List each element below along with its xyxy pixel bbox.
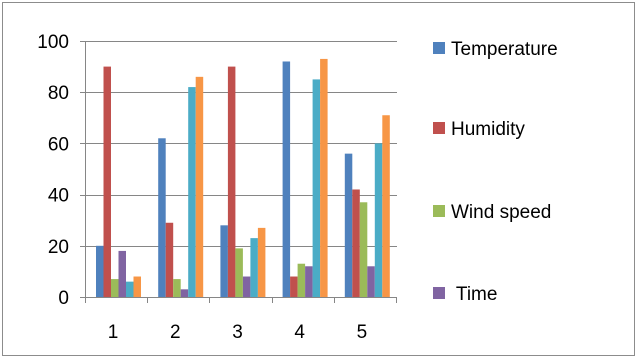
bar-series2-cat2 xyxy=(165,222,174,297)
x-tick-label-5: 5 xyxy=(357,322,368,343)
legend-label-3: Wind speed xyxy=(451,202,551,223)
bar-series5-cat1 xyxy=(126,281,134,297)
legend-swatch-2 xyxy=(433,122,445,134)
bar-series5-cat3 xyxy=(250,238,258,297)
legend-label-4: Time xyxy=(451,284,497,305)
bar-series6-cat1 xyxy=(133,276,141,297)
bar-series3-cat2 xyxy=(173,279,181,297)
legend-label-1: Temperature xyxy=(451,39,558,60)
bar-series3-cat3 xyxy=(235,248,243,297)
bar-series2-cat3 xyxy=(227,66,236,297)
bar-series3-cat1 xyxy=(111,279,119,297)
x-tick-label-2: 2 xyxy=(170,322,181,343)
y-tick-label-0: 0 xyxy=(58,288,69,309)
bar-series2-cat1 xyxy=(103,66,111,297)
bar-series3-cat5 xyxy=(359,202,368,297)
legend-swatch-4 xyxy=(433,287,445,299)
bar-series6-cat5 xyxy=(382,115,390,298)
bar-series4-cat3 xyxy=(242,276,251,297)
x-tick-label-3: 3 xyxy=(232,322,243,343)
bar-series4-cat5 xyxy=(367,266,375,297)
bar-series5-cat5 xyxy=(374,143,383,297)
y-tick-label-40: 40 xyxy=(48,186,69,207)
bar-series5-cat4 xyxy=(312,79,321,298)
y-tick-label-100: 100 xyxy=(37,32,69,53)
legend-swatch-3 xyxy=(433,205,445,217)
legend-label-2: Humidity xyxy=(451,119,525,140)
bar-series4-cat2 xyxy=(180,289,189,297)
bar-series6-cat2 xyxy=(195,76,204,297)
bar-series3-cat4 xyxy=(297,263,306,297)
bar-series1-cat2 xyxy=(158,138,166,297)
bar-series1-cat5 xyxy=(344,153,353,297)
bar-series1-cat3 xyxy=(220,225,228,297)
x-tick-label-4: 4 xyxy=(294,322,305,343)
bar-series2-cat5 xyxy=(352,189,360,297)
legend: Temperature Humidity Wind speed Time xyxy=(433,39,558,305)
bar-series6-cat3 xyxy=(257,227,266,297)
bar-series5-cat2 xyxy=(188,87,196,297)
bar-series1-cat4 xyxy=(282,61,291,298)
bar-series4-cat1 xyxy=(118,250,126,297)
bar-series2-cat4 xyxy=(290,276,298,297)
y-tick-label-80: 80 xyxy=(48,83,69,104)
y-tick-label-20: 20 xyxy=(48,237,69,258)
bars xyxy=(96,58,390,298)
bar-series4-cat4 xyxy=(305,266,313,297)
legend-swatch-1 xyxy=(433,42,445,54)
y-tick-label-60: 60 xyxy=(48,134,69,155)
y-tick-labels: 0 20 40 60 80 100 xyxy=(37,32,69,309)
axes xyxy=(80,41,397,303)
bar-series6-cat4 xyxy=(320,58,328,297)
x-tick-labels: 1 2 3 4 5 xyxy=(108,322,367,343)
x-tick-label-1: 1 xyxy=(108,322,119,343)
bar-series1-cat1 xyxy=(96,245,104,297)
